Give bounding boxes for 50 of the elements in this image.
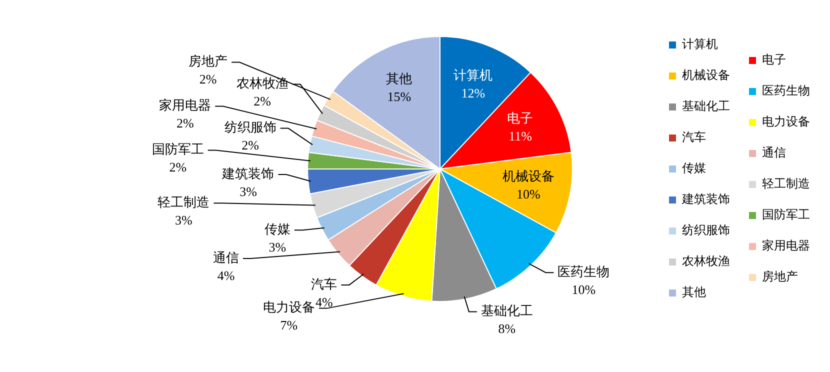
legend-label: 机械设备 <box>682 68 730 82</box>
data-label: 2% <box>254 94 272 109</box>
data-label: 4% <box>316 294 334 310</box>
slice-label: 家用电器 <box>159 98 212 113</box>
slice-label: 通信 <box>213 250 239 265</box>
data-label: 4% <box>217 268 235 283</box>
legend-label: 传媒 <box>682 161 706 176</box>
data-label: 11% <box>508 128 532 144</box>
data-label: 2% <box>176 116 194 131</box>
data-label: 10% <box>572 282 596 298</box>
slice-label: 医药生物 <box>558 264 610 280</box>
legend-label: 国防军工 <box>762 208 810 222</box>
slice-label: 计算机 <box>454 68 493 83</box>
data-label: 2% <box>199 72 217 87</box>
data-label: 3% <box>175 212 193 228</box>
legend-label: 电子 <box>762 52 786 67</box>
slice-label: 汽车 <box>311 276 338 292</box>
legend-label: 电力设备 <box>762 114 810 129</box>
slice-label: 机械设备 <box>502 168 554 184</box>
legend-label: 建筑装饰 <box>681 192 730 206</box>
legend-label: 其他 <box>682 285 706 300</box>
legend-label: 汽车 <box>682 130 706 144</box>
slice-label: 其他 <box>386 71 412 86</box>
legend-label: 轻工制造 <box>762 176 810 191</box>
legend-label: 家用电器 <box>762 238 810 253</box>
slice-label: 电子 <box>507 110 534 126</box>
slice-label: 电力设备 <box>262 300 315 315</box>
data-label: 8% <box>498 321 516 336</box>
data-label: 10% <box>516 186 541 202</box>
legend-label: 农林牧渔 <box>682 254 730 268</box>
legend-label: 纺织服饰 <box>682 223 730 238</box>
data-label: 2% <box>242 138 260 153</box>
data-label: 3% <box>240 184 258 199</box>
slice-label: 房地产 <box>188 54 228 69</box>
data-label: 2% <box>169 160 187 175</box>
legend-label: 基础化工 <box>682 99 730 114</box>
slice-label: 传媒 <box>264 222 290 237</box>
slice-label: 建筑装饰 <box>221 166 274 181</box>
data-label: 3% <box>268 240 286 255</box>
data-label: 15% <box>387 89 412 104</box>
legend-label: 医药生物 <box>762 84 810 98</box>
data-label: 7% <box>280 318 298 333</box>
legend-label: 房地产 <box>762 270 798 284</box>
legend-label: 计算机 <box>682 37 718 52</box>
slice-label: 轻工制造 <box>158 194 210 210</box>
slice-label: 纺织服饰 <box>224 120 276 135</box>
legend-label: 通信 <box>762 146 786 160</box>
data-label: 12% <box>461 86 486 101</box>
slice-label: 基础化工 <box>480 303 533 318</box>
slice-label: 国防军工 <box>152 142 204 157</box>
